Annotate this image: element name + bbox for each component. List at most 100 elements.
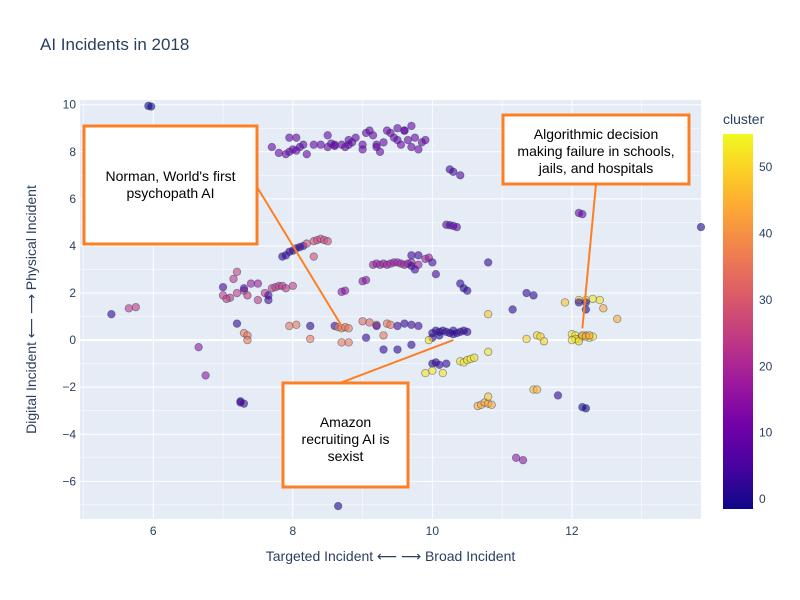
y-tick-label: −2 — [62, 380, 76, 394]
data-point — [299, 140, 308, 149]
data-point — [463, 327, 472, 337]
y-tick-label: 4 — [69, 239, 76, 253]
data-point — [407, 251, 416, 260]
data-point — [124, 304, 134, 313]
annotation-text-algorithmic-line1: Algorithmic decision — [534, 126, 659, 142]
data-point — [379, 138, 388, 147]
data-point — [323, 131, 332, 140]
data-point — [239, 284, 249, 293]
data-point — [428, 366, 437, 375]
data-point — [358, 317, 367, 326]
data-point — [449, 330, 458, 339]
data-point — [351, 133, 360, 142]
data-point — [264, 291, 273, 300]
data-point — [400, 126, 409, 135]
data-point — [393, 345, 402, 354]
annotation-arrow-norman — [253, 181, 343, 327]
data-point — [344, 338, 353, 347]
data-point — [553, 391, 563, 400]
data-point — [229, 274, 238, 284]
data-point — [285, 133, 294, 142]
data-point — [585, 331, 594, 340]
annotation-text-norman-line1: Norman, World's first — [106, 168, 236, 184]
data-point — [278, 252, 287, 261]
data-point — [365, 318, 374, 327]
data-point — [218, 282, 228, 292]
x-axis-title: Targeted Incident ⟵ ⟶ Broad Incident — [266, 548, 516, 564]
data-point — [393, 124, 402, 133]
y-tick-label: 0 — [69, 333, 76, 347]
data-point — [232, 267, 242, 277]
x-tick-label: 6 — [150, 524, 157, 538]
annotation-text-amazon-line3: sexist — [328, 448, 364, 464]
data-point — [146, 102, 156, 111]
data-point — [431, 269, 441, 279]
x-tick-label: 8 — [289, 524, 296, 538]
data-point — [232, 288, 242, 298]
data-point — [560, 298, 570, 307]
data-point — [414, 251, 423, 260]
data-point — [292, 133, 301, 142]
data-point — [246, 279, 256, 288]
data-point — [407, 121, 416, 131]
data-point — [696, 222, 706, 232]
annotation-text-algorithmic-line2: making failure in schools, — [517, 143, 674, 159]
data-point — [407, 142, 416, 152]
annotation-norman: Norman, World's first psychopath AI — [82, 124, 343, 327]
data-point — [456, 171, 465, 180]
data-point — [358, 145, 367, 154]
y-axis-title: Digital Incident ⟵ ⟶ Physical Incident — [23, 185, 39, 434]
data-point — [337, 287, 346, 297]
data-point — [267, 142, 277, 152]
data-point — [243, 335, 252, 345]
data-point — [483, 310, 493, 319]
data-point — [470, 353, 479, 362]
colorbar-tick-label: 30 — [759, 293, 773, 307]
y-tick-labels: −6 −4 −2 0 2 4 6 8 10 — [62, 98, 76, 489]
data-point — [511, 453, 521, 462]
chart-title: AI Incidents in 2018 — [40, 35, 189, 54]
data-point — [372, 140, 381, 149]
data-point — [599, 304, 608, 313]
data-point — [428, 258, 437, 267]
data-point — [414, 145, 423, 154]
annotation-box-amazon — [281, 381, 410, 489]
data-point — [372, 321, 381, 331]
y-tick-label: 2 — [69, 286, 76, 300]
data-point — [302, 239, 311, 248]
data-point — [393, 321, 402, 331]
data-point — [222, 294, 231, 304]
x-tick-label: 10 — [426, 524, 440, 538]
data-point — [483, 392, 493, 401]
y-tick-label: −4 — [62, 427, 76, 441]
colorbar-tick-labels: 0 10 20 30 40 50 — [759, 160, 773, 506]
data-point — [232, 319, 242, 328]
data-point — [396, 140, 406, 149]
colorbar-title: cluster — [723, 111, 765, 127]
data-point — [435, 360, 444, 370]
data-point — [131, 302, 141, 312]
data-point — [595, 295, 605, 305]
data-point — [309, 252, 318, 261]
data-point — [288, 281, 298, 291]
data-point — [403, 135, 413, 145]
colorbar-tick-label: 50 — [759, 160, 773, 174]
data-point — [414, 321, 423, 331]
data-point — [361, 275, 371, 285]
data-point — [410, 133, 420, 142]
y-tick-label: 10 — [63, 98, 77, 112]
colorbar-tick-label: 10 — [759, 426, 773, 440]
annotation-arrow-algorithmic — [581, 183, 597, 329]
data-point — [588, 294, 598, 304]
data-point — [379, 331, 388, 340]
data-point — [442, 359, 451, 368]
data-point — [407, 340, 416, 350]
data-point — [424, 335, 434, 345]
annotation-text-amazon-line1: Amazon — [320, 414, 371, 430]
data-point — [449, 167, 458, 176]
data-point — [344, 140, 353, 149]
colorbar-tick-label: 40 — [759, 227, 773, 241]
data-point — [400, 319, 409, 328]
data-point — [253, 279, 263, 288]
data-point — [253, 295, 263, 305]
